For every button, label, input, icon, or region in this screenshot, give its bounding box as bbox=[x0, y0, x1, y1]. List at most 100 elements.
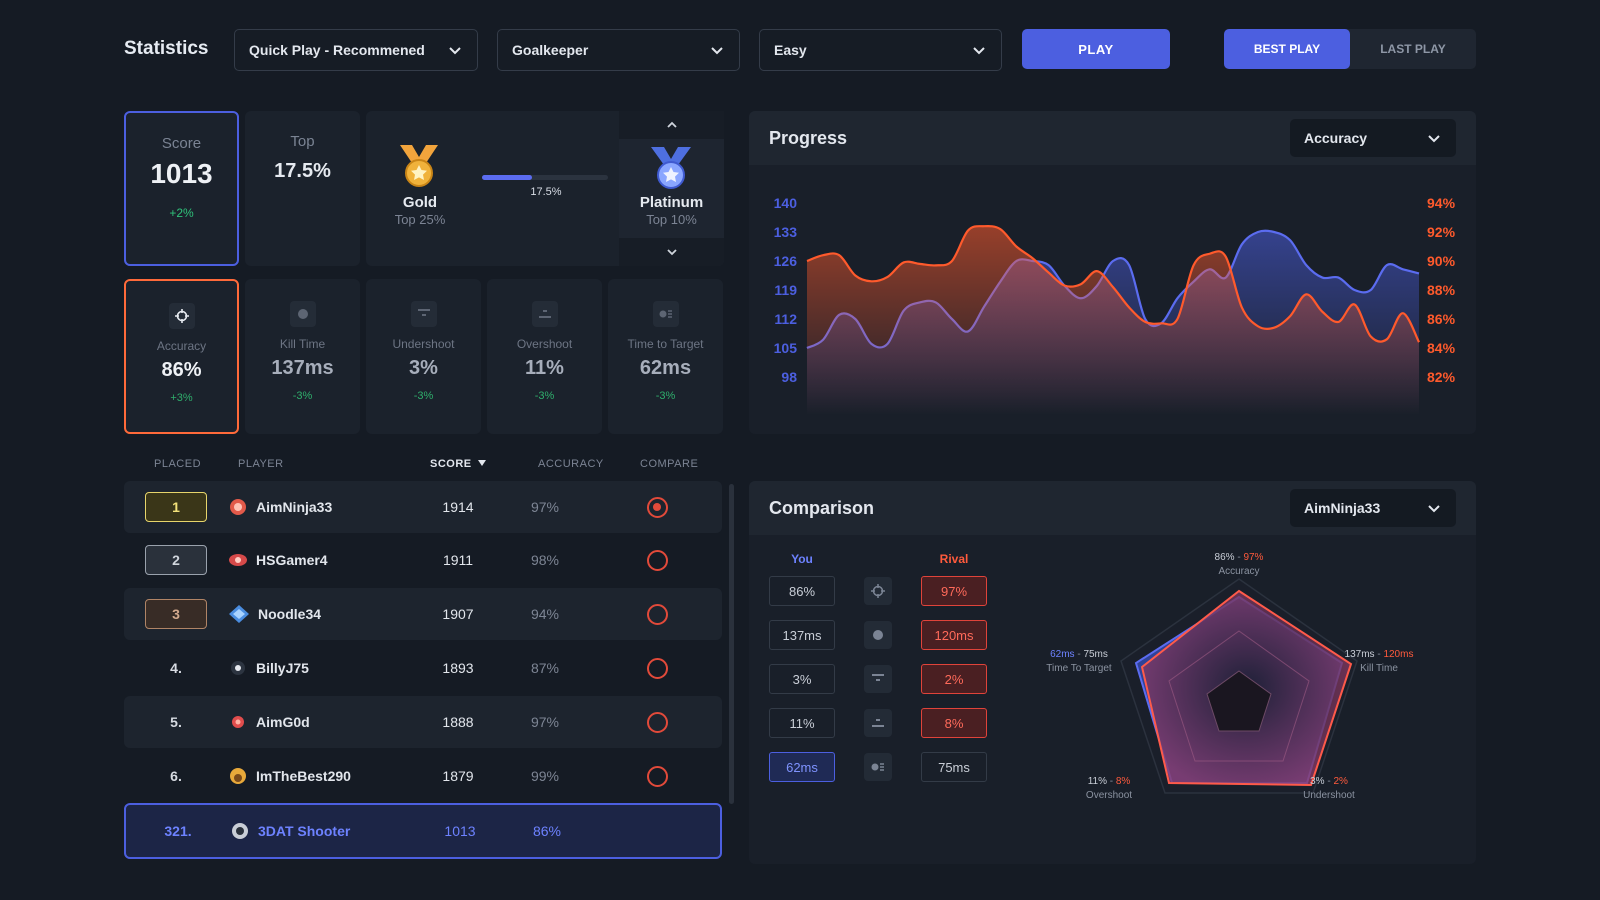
progress-metric-select[interactable]: Accuracy bbox=[1290, 119, 1456, 157]
undershoot-icon bbox=[410, 301, 437, 327]
radar-label-overshoot: 11% - 8% Overshoot bbox=[1059, 775, 1159, 803]
score-delta: +2% bbox=[169, 206, 194, 220]
progress-title: Progress bbox=[769, 127, 848, 148]
player-avatar-icon bbox=[229, 554, 247, 566]
player-accuracy: 87% bbox=[530, 660, 560, 676]
fist-icon bbox=[289, 301, 316, 327]
leaderboard-scrollbar[interactable] bbox=[729, 484, 734, 804]
radar-separator: - bbox=[1074, 649, 1084, 660]
table-row[interactable]: 5. AimG0d 1888 97% bbox=[124, 696, 722, 748]
series-area-accuracy bbox=[807, 226, 1419, 415]
play-button[interactable]: PLAY bbox=[1022, 29, 1170, 69]
stat-accuracy[interactable]: Accuracy 86% +3% bbox=[124, 279, 239, 434]
y-right-tick-label: 94% bbox=[1427, 195, 1456, 211]
y-left-tick-label: 112 bbox=[774, 311, 797, 327]
y-left-tick-label: 105 bbox=[774, 340, 798, 356]
best-play-tab[interactable]: BEST PLAY bbox=[1224, 29, 1350, 69]
target-time-icon bbox=[864, 753, 892, 781]
y-left-tick-label: 126 bbox=[774, 253, 798, 269]
undershoot-icon bbox=[864, 665, 892, 693]
rank-up-button[interactable] bbox=[619, 111, 724, 139]
player-avatar-icon bbox=[229, 605, 249, 623]
current-rank-name: Gold bbox=[402, 194, 438, 211]
compare-radio[interactable] bbox=[646, 603, 668, 625]
rival-label: Rival bbox=[939, 552, 969, 566]
radar-you-value: 11% bbox=[1087, 776, 1107, 787]
radar-separator: - bbox=[1374, 649, 1384, 660]
radar-rival-value: 120ms bbox=[1383, 649, 1414, 660]
col-header-player: PLAYER bbox=[238, 458, 284, 470]
col-header-compare: COMPARE bbox=[640, 458, 699, 470]
progress-metric-value: Accuracy bbox=[1304, 130, 1368, 146]
you-label: You bbox=[791, 552, 813, 566]
table-row[interactable]: 2 HSGamer4 1911 98% bbox=[124, 534, 722, 586]
rival-value: 75ms bbox=[921, 752, 987, 782]
overshoot-icon bbox=[531, 301, 558, 327]
compare-radio[interactable] bbox=[646, 657, 668, 679]
compare-radio[interactable] bbox=[646, 765, 668, 787]
player-avatar-icon bbox=[232, 716, 244, 728]
player-name: 3DAT Shooter bbox=[258, 823, 351, 839]
radar-chart bbox=[1120, 578, 1358, 794]
score-value: 1013 bbox=[150, 158, 213, 189]
y-left-tick-label: 98 bbox=[781, 369, 797, 385]
rank-progress-fill bbox=[482, 175, 533, 180]
next-rank-column: Platinum Top 10% bbox=[619, 111, 724, 266]
y-left-tick-label: 119 bbox=[774, 282, 797, 298]
player-accuracy: 86% bbox=[532, 823, 562, 839]
page-title: Statistics bbox=[124, 38, 209, 59]
table-row[interactable]: 3 Noodle34 1907 94% bbox=[124, 588, 722, 640]
you-value: 11% bbox=[769, 708, 835, 738]
crosshair-icon bbox=[168, 303, 195, 329]
player-accuracy: 98% bbox=[530, 552, 560, 568]
rank-progress-bar bbox=[482, 175, 608, 180]
stat-time-to-target[interactable]: Time to Target 62ms -3% bbox=[608, 279, 723, 434]
player-score: 1907 bbox=[442, 606, 474, 622]
stat-undershoot[interactable]: Undershoot 3% -3% bbox=[366, 279, 481, 434]
place-number: 4. bbox=[170, 660, 182, 676]
y-right-tick-label: 82% bbox=[1427, 369, 1456, 385]
col-header-placed: PLACED bbox=[154, 458, 202, 470]
place-badge-gold: 1 bbox=[145, 492, 207, 522]
rank-down-button[interactable] bbox=[619, 238, 724, 266]
table-row[interactable]: 1 AimNinja33 1914 97% bbox=[124, 481, 722, 533]
overshoot-icon bbox=[864, 709, 892, 737]
player-score: 1914 bbox=[442, 499, 474, 515]
stat-value: 137ms bbox=[271, 357, 334, 379]
last-play-tab[interactable]: LAST PLAY bbox=[1380, 42, 1446, 56]
difficulty-select[interactable]: Easy bbox=[759, 29, 1002, 71]
mode-select[interactable]: Quick Play - Recommened bbox=[234, 29, 478, 71]
radar-label-kill-time: 137ms - 120ms Kill Time bbox=[1319, 648, 1439, 676]
player-accuracy: 94% bbox=[530, 606, 560, 622]
table-row[interactable]: 4. BillyJ75 1893 87% bbox=[124, 642, 722, 694]
target-time-icon bbox=[652, 301, 679, 327]
compare-radio-selected[interactable] bbox=[646, 496, 668, 518]
rank-progress-label: 17.5% bbox=[530, 186, 562, 198]
you-value: 137ms bbox=[769, 620, 835, 650]
place-number: 6. bbox=[170, 768, 182, 784]
compare-radio[interactable] bbox=[646, 711, 668, 733]
y-left-tick-label: 140 bbox=[774, 195, 798, 211]
radar-axis-name: Undershoot bbox=[1303, 790, 1355, 801]
col-header-score[interactable]: SCORE bbox=[430, 458, 487, 470]
stat-kill-time[interactable]: Kill Time 137ms -3% bbox=[245, 279, 360, 434]
player-avatar-icon bbox=[231, 661, 245, 675]
compare-radio[interactable] bbox=[646, 549, 668, 571]
fist-icon bbox=[864, 621, 892, 649]
radar-you-value: 137ms bbox=[1344, 649, 1375, 660]
progress-panel: Progress Accuracy 140 133 126 119 112 105 98 9… bbox=[749, 111, 1476, 434]
current-rank-sub: Top 25% bbox=[394, 212, 446, 227]
y-right-tick-label: 90% bbox=[1427, 253, 1456, 269]
role-select[interactable]: Goalkeeper bbox=[497, 29, 740, 71]
radar-axis-name: Accuracy bbox=[1218, 566, 1260, 577]
table-row[interactable]: 6. ImTheBest290 1879 99% bbox=[124, 750, 722, 802]
stat-overshoot[interactable]: Overshoot 11% -3% bbox=[487, 279, 602, 434]
chevron-down-icon bbox=[973, 47, 985, 55]
radar-label-undershoot: 3% - 2% Undershoot bbox=[1279, 775, 1379, 803]
stat-label: Overshoot bbox=[516, 337, 573, 351]
stat-value: 11% bbox=[525, 357, 564, 379]
rival-select[interactable]: AimNinja33 bbox=[1290, 489, 1456, 527]
stat-value: 62ms bbox=[639, 357, 692, 379]
my-table-row[interactable]: 321. 3DAT Shooter 1013 86% bbox=[124, 803, 722, 859]
player-accuracy: 97% bbox=[530, 499, 560, 515]
